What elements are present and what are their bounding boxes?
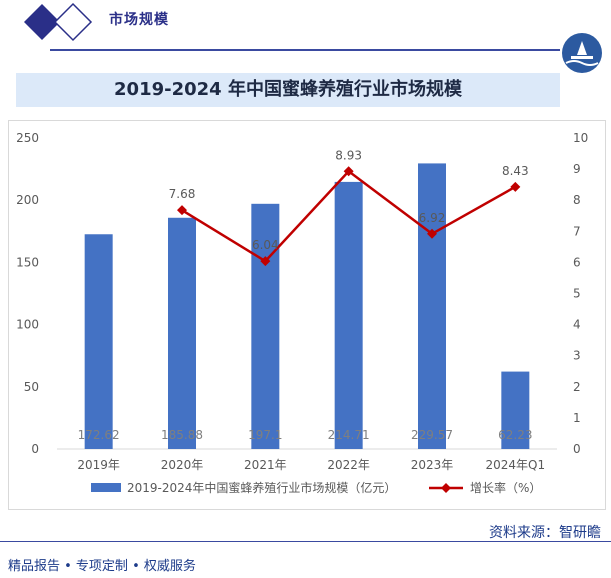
y-right-tick-label: 7 [573,224,581,238]
growth-point [427,228,437,239]
title-band [16,73,560,107]
bar [168,217,196,449]
y-left-tick-label: 150 [16,255,39,269]
bar-value-label: 214.71 [328,428,370,442]
legend-line-label: 增长率（%） [470,480,541,495]
bar-value-label: 185.88 [161,428,203,442]
legend-line-marker [441,483,451,493]
x-tick-label: 2023年 [411,458,454,472]
section-title: 市场规模 [109,12,169,28]
y-right-tick-label: 1 [573,411,581,425]
growth-point [177,205,187,216]
chart-title: 2019-2024 年中国蜜蜂养殖行业市场规模 [114,79,462,100]
growth-value-label: 7.68 [169,187,196,201]
growth-value-label: 6.92 [419,211,446,225]
diamond-logo-icon [24,2,93,42]
bar-value-label: 229.57 [411,428,453,442]
brand-logo-icon [562,33,602,73]
x-tick-label: 2022年 [327,458,370,472]
x-tick-label: 2021年 [244,458,287,472]
chart: 0 50 100 150 200 250 0 1 2 3 4 5 6 7 8 9 10 2019年 2020年 202… [16,131,588,495]
y-left-tick-label: 0 [31,442,39,456]
header: 市场规模 [0,0,611,73]
y-right-tick-label: 0 [573,442,581,456]
y-right-tick-label: 8 [573,193,581,207]
y-right-tick-label: 10 [573,131,588,145]
bar [418,163,446,449]
bar [334,181,363,449]
bar-value-label: 197.1 [248,428,282,442]
x-tick-label: 2024年Q1 [486,458,546,472]
growth-point [260,256,271,267]
source-note: 资料来源：智研瞻 [489,525,601,541]
footer-divider [0,541,611,542]
y-left-tick-label: 250 [16,131,39,145]
legend-bar-label: 2019-2024年中国蜜蜂养殖行业市场规模（亿元） [127,480,396,495]
growth-value-label: 6.04 [252,238,279,252]
chart-container: 0 50 100 150 200 250 0 1 2 3 4 5 6 7 8 9 10 2019年 2020年 202… [8,120,606,510]
y-right-tick-label: 3 [573,349,581,363]
y-right-tick-label: 4 [573,318,581,332]
bar-value-label: 172.62 [78,428,120,442]
y-right-tick-label: 5 [573,287,581,301]
y-right-tick-label: 2 [573,380,581,394]
y-right-tick-label: 9 [573,162,581,176]
legend-bar-swatch [91,483,121,492]
bar [251,203,280,449]
growth-value-label: 8.93 [335,148,362,162]
growth-point [343,166,354,177]
y-left-tick-label: 50 [24,380,39,394]
growth-point [510,181,521,192]
x-tick-label: 2020年 [161,458,204,472]
footer-tagline: 精品报告 • 专项定制 • 权威服务 [8,559,196,574]
y-left-tick-label: 100 [16,318,39,332]
x-tick-label: 2019年 [77,458,120,472]
growth-value-label: 8.43 [502,164,529,178]
bar [84,234,113,449]
bar-value-label: 62.23 [498,428,532,442]
header-divider [50,49,560,51]
y-right-tick-label: 6 [573,255,581,269]
y-left-tick-label: 200 [16,193,39,207]
bar [501,371,530,449]
